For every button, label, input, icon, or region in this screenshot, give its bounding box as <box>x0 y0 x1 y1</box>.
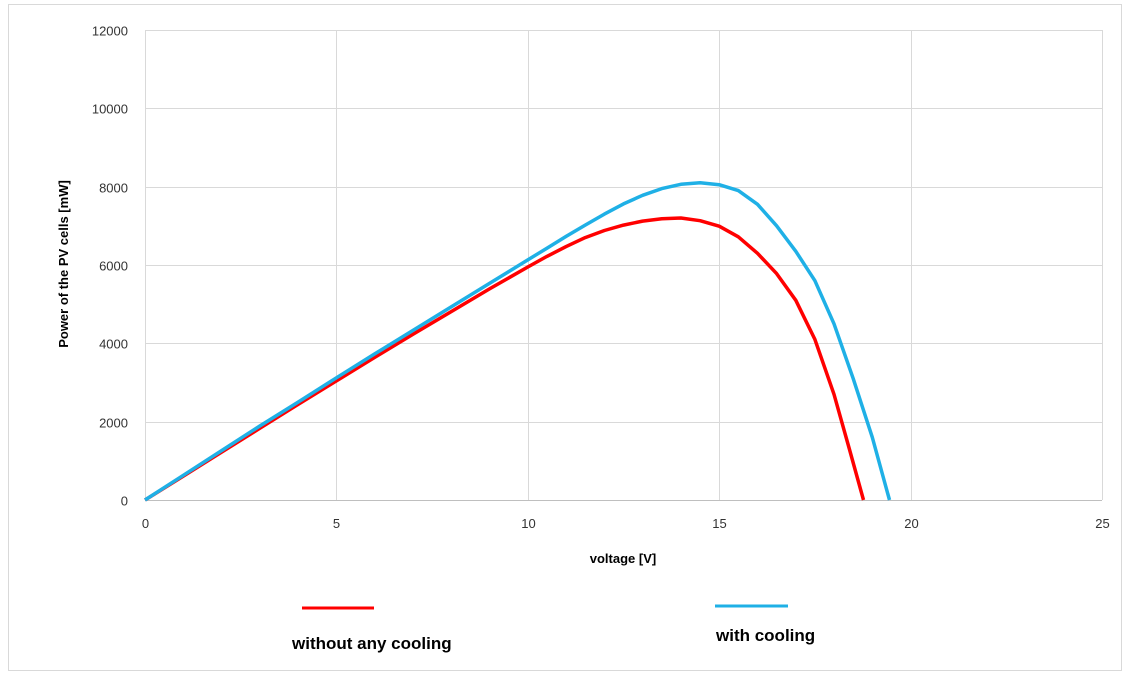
y-tick-label: 8000 <box>99 181 128 196</box>
y-tick-label: 4000 <box>99 337 128 352</box>
x-tick-label: 10 <box>521 516 535 531</box>
x-tick-label: 5 <box>333 516 340 531</box>
x-tick-label: 20 <box>904 516 918 531</box>
legend: without any cooling with cooling <box>291 604 815 653</box>
y-axis-title: Power of the PV cells [mW] <box>56 180 71 348</box>
x-tick-label: 25 <box>1095 516 1109 531</box>
y-tick-label: 12000 <box>92 24 128 39</box>
x-tick-label: 0 <box>142 516 149 531</box>
series-lines <box>144 181 892 502</box>
series-line-without-cooling <box>144 216 866 502</box>
x-tick-label: 15 <box>712 516 726 531</box>
series-line-with-cooling <box>144 181 892 502</box>
y-tick-label: 0 <box>121 494 128 509</box>
x-axis-title: voltage [V] <box>590 551 656 566</box>
y-tick-label: 10000 <box>92 102 128 117</box>
gridlines <box>145 30 1103 501</box>
y-tick-label: 2000 <box>99 416 128 431</box>
chart-frame <box>8 4 1122 671</box>
legend-label: without any cooling <box>291 634 452 653</box>
tick-labels: 0 2000 4000 6000 8000 10000 12000 0 5 10 15 20 25 <box>92 24 1110 532</box>
y-tick-label: 6000 <box>99 259 128 274</box>
legend-label: with cooling <box>715 626 815 645</box>
